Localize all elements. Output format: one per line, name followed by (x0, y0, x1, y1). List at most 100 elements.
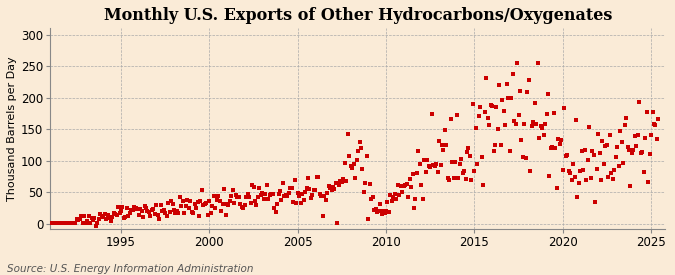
Point (269, 206, 279, 210)
Point (574, 181, 585, 185)
Point (52, 221, 63, 226)
Point (588, 152, 599, 157)
Point (161, 214, 172, 218)
Point (444, 178, 455, 182)
Point (176, 204, 187, 208)
Point (92, 221, 103, 225)
Point (446, 116, 456, 121)
Point (558, 168, 568, 172)
Point (84, 221, 95, 225)
Point (431, 162, 441, 167)
Point (371, 207, 381, 211)
Point (462, 149, 472, 154)
Point (300, 189, 310, 194)
Point (498, 109, 509, 114)
Point (454, 162, 465, 167)
Point (549, 111, 560, 115)
Point (276, 198, 287, 202)
Point (601, 143, 612, 147)
Point (298, 197, 309, 202)
Point (130, 205, 141, 210)
Point (387, 199, 398, 203)
Point (383, 210, 394, 214)
Point (550, 145, 561, 150)
Point (381, 209, 392, 213)
Point (419, 158, 430, 163)
Text: Source: U.S. Energy Information Administration: Source: U.S. Energy Information Administ… (7, 264, 253, 274)
Point (632, 133, 643, 137)
Point (456, 157, 466, 161)
Point (178, 199, 188, 204)
Point (608, 177, 618, 182)
Point (593, 132, 603, 136)
Point (219, 187, 230, 191)
Point (379, 211, 390, 215)
Point (294, 194, 304, 198)
Point (173, 211, 184, 216)
Point (67, 221, 78, 226)
Point (556, 138, 566, 142)
Point (369, 208, 379, 212)
Point (637, 149, 647, 154)
Point (653, 117, 664, 122)
Point (64, 221, 75, 226)
Point (641, 110, 652, 114)
Point (367, 195, 378, 199)
Point (459, 169, 470, 173)
Point (119, 216, 130, 220)
Point (74, 216, 85, 221)
Point (142, 209, 153, 213)
Point (466, 178, 477, 183)
Point (639, 170, 649, 174)
Point (410, 197, 421, 201)
Point (295, 200, 306, 205)
Point (401, 182, 412, 186)
Point (90, 224, 101, 228)
Point (204, 199, 215, 204)
Point (394, 192, 405, 197)
Point (572, 194, 583, 199)
Point (83, 213, 94, 218)
Point (376, 212, 387, 217)
Point (495, 142, 506, 147)
Point (322, 191, 333, 196)
Point (385, 192, 396, 197)
Point (97, 215, 107, 219)
Point (478, 183, 489, 187)
Point (301, 186, 312, 191)
Point (364, 181, 375, 186)
Point (271, 202, 282, 207)
Point (108, 211, 119, 216)
Point (188, 211, 198, 215)
Point (619, 123, 630, 128)
Point (225, 198, 236, 203)
Point (338, 177, 349, 181)
Point (634, 100, 645, 104)
Point (600, 144, 611, 148)
Point (650, 123, 661, 127)
Point (217, 202, 228, 207)
Point (597, 139, 608, 143)
Point (615, 129, 626, 133)
Point (646, 132, 657, 137)
Point (614, 164, 624, 168)
Point (232, 195, 243, 199)
Point (610, 155, 621, 160)
Point (311, 175, 322, 179)
Title: Monthly U.S. Exports of Other Hydrocarbons/Oxygenates: Monthly U.S. Exports of Other Hydrocarbo… (103, 7, 612, 24)
Point (220, 213, 231, 218)
Point (414, 161, 425, 166)
Point (626, 151, 637, 155)
Point (259, 197, 269, 201)
Point (211, 198, 222, 202)
Point (526, 124, 537, 128)
Point (207, 204, 217, 208)
Point (587, 149, 597, 153)
Point (70, 221, 81, 226)
Point (631, 143, 642, 148)
Point (360, 181, 371, 186)
Point (534, 136, 545, 140)
Point (88, 218, 99, 222)
Point (47, 221, 57, 226)
Point (437, 142, 448, 147)
